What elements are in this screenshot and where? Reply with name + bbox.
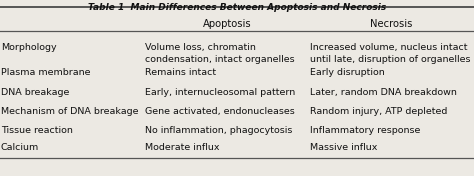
Text: Gene activated, endonucleases: Gene activated, endonucleases — [145, 107, 294, 116]
Text: Calcium: Calcium — [1, 143, 39, 152]
Text: Tissue reaction: Tissue reaction — [1, 126, 73, 135]
Text: DNA breakage: DNA breakage — [1, 88, 69, 97]
Text: Early, internucleosomal pattern: Early, internucleosomal pattern — [145, 88, 295, 97]
Text: Necrosis: Necrosis — [370, 19, 412, 29]
Text: Later, random DNA breakdown: Later, random DNA breakdown — [310, 88, 457, 97]
Text: Moderate influx: Moderate influx — [145, 143, 219, 152]
Text: Massive influx: Massive influx — [310, 143, 378, 152]
Text: Volume loss, chromatin
condensation, intact organelles: Volume loss, chromatin condensation, int… — [145, 43, 294, 64]
Text: Early disruption: Early disruption — [310, 68, 385, 77]
Text: Morphology: Morphology — [1, 43, 56, 52]
Text: Apoptosis: Apoptosis — [203, 19, 252, 29]
Text: Random injury, ATP depleted: Random injury, ATP depleted — [310, 107, 448, 116]
Text: Inflammatory response: Inflammatory response — [310, 126, 421, 135]
Text: No inflammation, phagocytosis: No inflammation, phagocytosis — [145, 126, 292, 135]
Text: Plasma membrane: Plasma membrane — [1, 68, 91, 77]
Text: Mechanism of DNA breakage: Mechanism of DNA breakage — [1, 107, 138, 116]
Text: Increased volume, nucleus intact
until late, disruption of organelles: Increased volume, nucleus intact until l… — [310, 43, 471, 64]
Text: Table 1  Main Differences Between Apoptosis and Necrosis: Table 1 Main Differences Between Apoptos… — [88, 3, 386, 12]
Text: Remains intact: Remains intact — [145, 68, 216, 77]
